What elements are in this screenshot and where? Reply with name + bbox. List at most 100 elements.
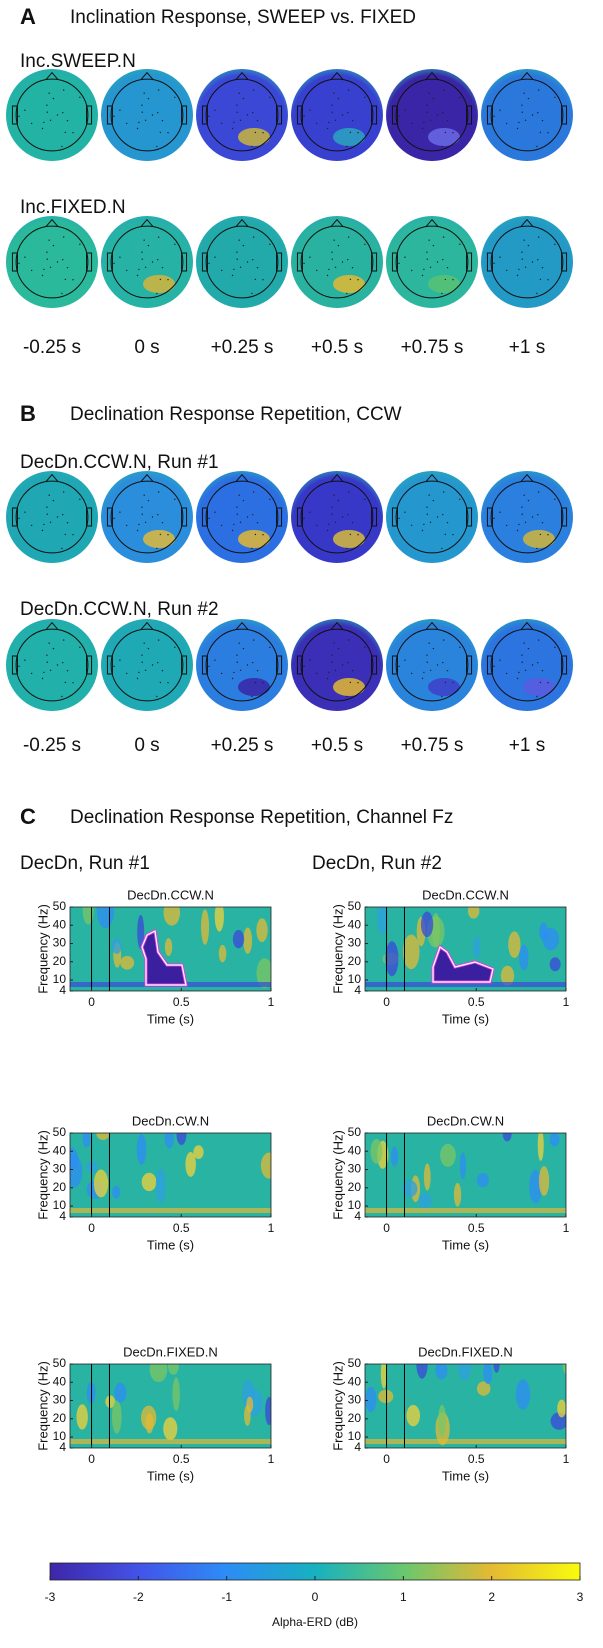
electrode: [537, 236, 540, 238]
tf-blob: [114, 1382, 127, 1403]
electrode: [541, 119, 544, 122]
electrode: [547, 279, 549, 281]
head-ear: [486, 252, 493, 272]
head-outline: [15, 480, 89, 554]
row-label: Inc.FIXED.N: [20, 197, 126, 218]
head-ear: [181, 105, 188, 125]
tf-blob: [440, 1143, 456, 1167]
electrode: [347, 491, 350, 493]
head-ear: [466, 655, 473, 675]
electrode: [46, 654, 48, 656]
electrode: [459, 243, 461, 245]
tf-blob: [370, 1138, 383, 1164]
topo-map: [101, 69, 193, 161]
electrode: [428, 642, 430, 644]
electrode: [24, 659, 26, 661]
topo-blob: [333, 678, 365, 696]
electrode: [30, 269, 33, 272]
electrode: [138, 268, 140, 271]
head-outline: [490, 480, 564, 554]
electrode: [303, 517, 305, 520]
tf-blob: [459, 1152, 466, 1180]
electrode: [442, 89, 445, 91]
head-outline: [300, 78, 374, 152]
electrode: [30, 122, 33, 125]
head-ear: [371, 252, 378, 272]
electrode: [262, 682, 264, 684]
electrode: [331, 251, 333, 253]
y-tick-label: 10: [348, 972, 362, 986]
electrode: [49, 521, 52, 524]
topo-disc: [6, 69, 98, 161]
electrode: [214, 511, 216, 513]
electrode: [442, 236, 445, 238]
tf-blob: [76, 1404, 88, 1430]
electrode: [347, 661, 349, 664]
head-nose: [520, 473, 534, 482]
electrode: [113, 665, 115, 668]
topo-disc: [386, 216, 478, 308]
electrode: [52, 97, 55, 100]
head-ear: [106, 252, 113, 272]
head-ear: [486, 507, 493, 527]
topo-disc: [386, 471, 478, 563]
electrode: [331, 111, 333, 113]
electrode: [62, 236, 65, 238]
topo-disc: [291, 471, 383, 563]
electrode: [303, 262, 305, 265]
tf-blob: [402, 934, 420, 970]
head-outline: [300, 628, 374, 702]
electrode: [61, 547, 63, 550]
topo-disc: [101, 471, 193, 563]
y-tick-label: 10: [348, 1198, 362, 1212]
head-ear: [296, 507, 303, 527]
x-tick-label: 0.5: [173, 1221, 190, 1235]
electrode: [536, 145, 538, 148]
y-tick-label: 40: [348, 917, 362, 931]
topo-blob: [523, 678, 555, 696]
electrode: [524, 266, 527, 269]
electrode: [161, 669, 164, 672]
electrode: [349, 131, 352, 134]
tf-blob: [380, 1364, 387, 1389]
electrode: [554, 498, 556, 500]
electrode: [364, 498, 366, 500]
electrode: [444, 131, 447, 134]
electrode: [252, 491, 255, 493]
electrode: [136, 274, 139, 277]
electrode: [43, 268, 45, 271]
electrode: [254, 278, 257, 281]
electrode: [421, 677, 424, 680]
electrode: [309, 109, 311, 111]
electrode: [521, 258, 523, 260]
tf-blob: [164, 938, 173, 956]
tf-blob: [93, 1169, 109, 1198]
electrode: [159, 681, 162, 684]
topo-map: [291, 69, 383, 161]
electrode: [523, 239, 525, 241]
electrode: [251, 145, 253, 148]
electrode: [426, 513, 428, 515]
electrode: [521, 654, 523, 656]
electrode: [518, 671, 520, 674]
electrode: [554, 646, 556, 648]
electrode: [151, 516, 154, 518]
tf-blob: [458, 1364, 471, 1381]
head-ear: [276, 105, 283, 125]
electrode: [119, 511, 121, 513]
topo-disc: [386, 619, 478, 711]
electrode: [256, 521, 259, 524]
electrode: [333, 92, 335, 94]
tf-image: [70, 1364, 271, 1448]
head-nose: [140, 621, 154, 630]
head-ear: [296, 252, 303, 272]
electrode: [174, 646, 176, 648]
panel-letter: B: [20, 401, 36, 426]
head-ear: [466, 252, 473, 272]
electrode: [157, 236, 160, 238]
electrode: [161, 521, 164, 524]
y-tick-label: 4: [354, 1209, 361, 1223]
head-ear: [11, 252, 18, 272]
electrode: [328, 121, 330, 124]
tf-low-band: [70, 1208, 271, 1213]
